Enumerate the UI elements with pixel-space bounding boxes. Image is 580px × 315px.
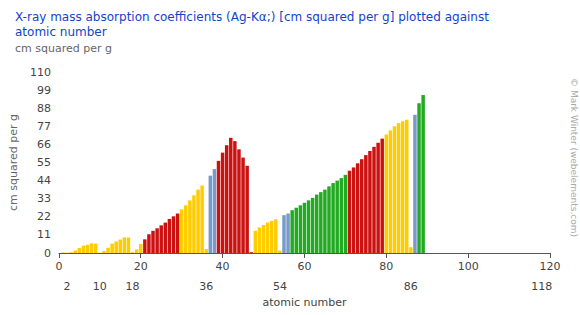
svg-text:0: 0: [55, 260, 62, 273]
svg-text:110: 110: [30, 66, 51, 79]
svg-text:cm squared per g: cm squared per g: [7, 114, 20, 211]
svg-text:10: 10: [93, 280, 107, 293]
svg-text:54: 54: [273, 280, 287, 293]
svg-text:18: 18: [126, 280, 140, 293]
svg-text:40: 40: [216, 260, 230, 273]
svg-text:88: 88: [37, 102, 51, 115]
svg-text:55: 55: [37, 156, 51, 169]
svg-text:atomic number: atomic number: [262, 296, 347, 309]
svg-text:2: 2: [64, 280, 71, 293]
svg-text:60: 60: [297, 260, 311, 273]
svg-text:20: 20: [134, 260, 148, 273]
svg-text:atomic number: atomic number: [15, 25, 107, 39]
svg-text:22: 22: [37, 210, 51, 223]
svg-text:100: 100: [458, 260, 479, 273]
svg-text:66: 66: [37, 138, 51, 151]
svg-text:80: 80: [379, 260, 393, 273]
svg-text:0: 0: [44, 247, 51, 260]
svg-text:X-ray mass absorption coeffici: X-ray mass absorption coefficients (Ag-K…: [15, 10, 489, 24]
svg-text:118: 118: [531, 280, 552, 293]
svg-text:44: 44: [37, 174, 51, 187]
svg-text:86: 86: [404, 280, 418, 293]
svg-text:© Mark Winter (webelements.com: © Mark Winter (webelements.com): [569, 78, 579, 237]
svg-text:77: 77: [37, 120, 51, 133]
svg-text:36: 36: [199, 280, 213, 293]
svg-text:33: 33: [37, 192, 51, 205]
svg-text:120: 120: [540, 260, 561, 273]
svg-text:cm squared per g: cm squared per g: [15, 42, 112, 55]
svg-text:11: 11: [37, 228, 51, 241]
svg-text:99: 99: [37, 84, 51, 97]
